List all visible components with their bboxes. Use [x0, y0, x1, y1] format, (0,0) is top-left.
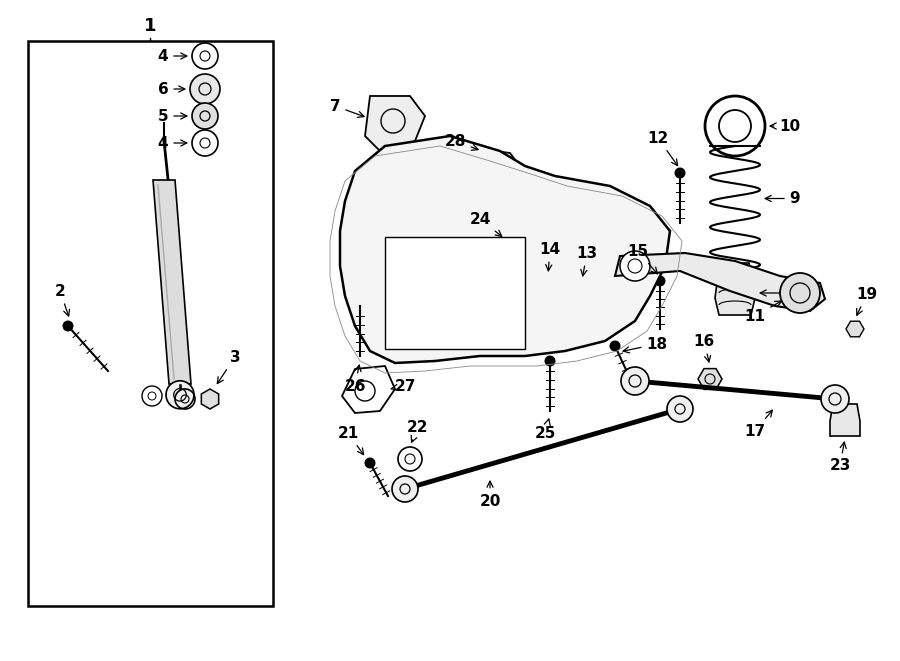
- Text: 21: 21: [338, 426, 364, 455]
- Text: 25: 25: [535, 419, 555, 440]
- Polygon shape: [202, 389, 219, 409]
- Text: 4: 4: [158, 136, 187, 151]
- Text: 9: 9: [765, 191, 800, 206]
- Circle shape: [620, 251, 650, 281]
- Text: 8: 8: [760, 286, 798, 301]
- Circle shape: [654, 276, 665, 286]
- Polygon shape: [153, 180, 191, 384]
- Circle shape: [364, 457, 375, 469]
- Text: 5: 5: [158, 108, 187, 124]
- Text: 15: 15: [627, 243, 657, 274]
- Circle shape: [780, 273, 820, 313]
- Text: 13: 13: [576, 245, 598, 276]
- Text: 17: 17: [744, 410, 772, 438]
- Polygon shape: [365, 96, 425, 156]
- Circle shape: [192, 103, 218, 129]
- Text: 23: 23: [829, 442, 850, 473]
- Circle shape: [621, 367, 649, 395]
- Text: 20: 20: [480, 481, 500, 508]
- Text: 10: 10: [770, 118, 801, 134]
- Circle shape: [166, 381, 194, 408]
- Circle shape: [544, 356, 555, 366]
- Text: 26: 26: [344, 365, 365, 393]
- Text: 24: 24: [469, 212, 501, 237]
- Polygon shape: [830, 404, 860, 436]
- Text: 28: 28: [445, 134, 478, 150]
- Text: 16: 16: [693, 334, 715, 362]
- Circle shape: [392, 476, 418, 502]
- Text: 19: 19: [857, 286, 878, 315]
- Polygon shape: [715, 263, 755, 315]
- Circle shape: [674, 167, 686, 178]
- Text: 11: 11: [744, 301, 781, 323]
- Circle shape: [62, 321, 74, 332]
- Text: 1: 1: [144, 17, 157, 35]
- Polygon shape: [698, 369, 722, 389]
- Bar: [385, 237, 525, 349]
- Text: 12: 12: [647, 130, 678, 166]
- Circle shape: [190, 74, 220, 104]
- Circle shape: [609, 340, 620, 352]
- Text: 18: 18: [623, 336, 668, 353]
- Text: 2: 2: [55, 284, 69, 316]
- Text: 27: 27: [392, 379, 416, 393]
- Text: 6: 6: [158, 81, 184, 97]
- Polygon shape: [846, 321, 864, 337]
- Text: 7: 7: [329, 98, 364, 118]
- Circle shape: [821, 385, 849, 413]
- Text: 14: 14: [539, 241, 561, 271]
- Text: 22: 22: [407, 420, 428, 442]
- Polygon shape: [340, 136, 670, 363]
- Text: 3: 3: [217, 350, 240, 383]
- Bar: [28, 41, 273, 606]
- Polygon shape: [615, 253, 825, 311]
- Text: 4: 4: [158, 48, 187, 63]
- Circle shape: [355, 301, 365, 311]
- Circle shape: [667, 396, 693, 422]
